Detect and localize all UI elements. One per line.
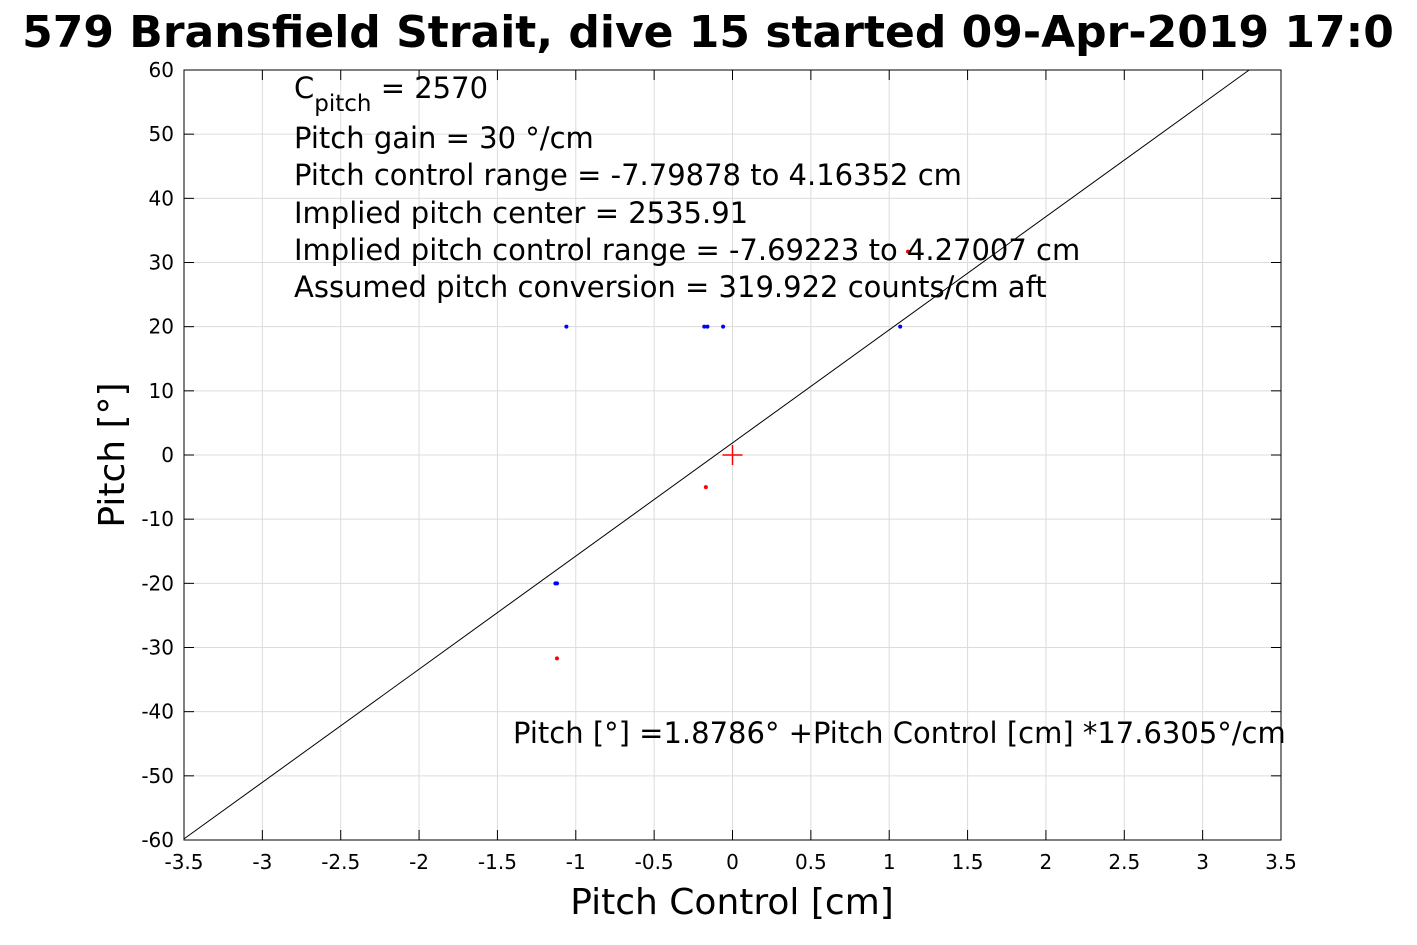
y-tick-label: 50 bbox=[149, 122, 174, 146]
scatter-point bbox=[721, 324, 726, 329]
y-tick-label: 10 bbox=[149, 379, 174, 403]
x-tick-label: -1 bbox=[566, 850, 586, 874]
scatter-point bbox=[702, 324, 707, 329]
assumed-pitch-conversion-annotation: Assumed pitch conversion = 319.922 count… bbox=[294, 270, 1047, 304]
x-tick-label: 3.5 bbox=[1265, 850, 1297, 874]
implied-pitch-control-range-annotation: Implied pitch control range = -7.69223 t… bbox=[294, 233, 1080, 267]
chart-title: 579 Bransfield Strait, dive 15 started 0… bbox=[22, 7, 1394, 58]
y-tick-label: -20 bbox=[141, 571, 174, 595]
x-tick-label: -3.5 bbox=[164, 850, 203, 874]
y-tick-label: -30 bbox=[141, 636, 174, 660]
c-pitch-annotation: Cpitch = 2570 bbox=[294, 71, 488, 117]
y-tick-label: -50 bbox=[141, 764, 174, 788]
x-axis-label: Pitch Control [cm] bbox=[570, 882, 894, 923]
c-pitch-symbol: C bbox=[294, 71, 314, 105]
x-tick-label: 1.5 bbox=[952, 850, 984, 874]
scatter-point bbox=[898, 324, 903, 329]
axis-ticks: -3.5 -3 -2.5 -2 -1.5 -1 -0.5 0 0.5 1 1.5 2 2.5 3 3.5 -6… bbox=[141, 58, 1297, 874]
center-plus-marker bbox=[722, 445, 743, 465]
y-tick-label: 60 bbox=[149, 58, 174, 82]
scatter-point bbox=[703, 485, 708, 490]
fit-equation-annotation: Pitch [°] =1.8786° +Pitch Control [cm] *… bbox=[513, 716, 1286, 750]
x-tick-label: -1.5 bbox=[478, 850, 517, 874]
x-tick-label: 2 bbox=[1040, 850, 1053, 874]
scatter-point bbox=[554, 581, 559, 586]
x-tick-label: 3 bbox=[1196, 850, 1209, 874]
x-tick-label: 1 bbox=[883, 850, 896, 874]
scatter-point bbox=[554, 656, 559, 661]
fit-line bbox=[183, 69, 1250, 840]
y-tick-label: 40 bbox=[149, 186, 174, 210]
y-tick-label: -40 bbox=[141, 700, 174, 724]
pitch-gain-annotation: Pitch gain = 30 °/cm bbox=[294, 121, 594, 155]
x-tick-label: 2.5 bbox=[1108, 850, 1140, 874]
pitch-control-range-annotation: Pitch control range = -7.79878 to 4.1635… bbox=[294, 158, 962, 192]
grid-lines bbox=[183, 69, 1282, 841]
c-pitch-value: = 2570 bbox=[371, 71, 488, 105]
y-tick-label: 20 bbox=[149, 315, 174, 339]
y-tick-label: -60 bbox=[141, 828, 174, 852]
y-tick-label: 30 bbox=[149, 251, 174, 275]
implied-pitch-center-annotation: Implied pitch center = 2535.91 bbox=[294, 196, 748, 230]
y-axis-label: Pitch [°] bbox=[92, 382, 133, 527]
y-tick-label: 0 bbox=[161, 443, 174, 467]
scatter-point bbox=[705, 324, 710, 329]
x-tick-label: 0 bbox=[726, 850, 739, 874]
x-tick-label: -3 bbox=[252, 850, 272, 874]
scatter-point bbox=[906, 249, 911, 254]
x-tick-label: -0.5 bbox=[635, 850, 674, 874]
x-tick-label: 0.5 bbox=[795, 850, 827, 874]
plot-data bbox=[183, 69, 1250, 840]
y-tick-label: -10 bbox=[141, 507, 174, 531]
x-tick-label: -2 bbox=[409, 850, 429, 874]
scatter-point bbox=[564, 324, 569, 329]
c-pitch-subscript: pitch bbox=[314, 91, 371, 117]
x-tick-label: -2.5 bbox=[321, 850, 360, 874]
